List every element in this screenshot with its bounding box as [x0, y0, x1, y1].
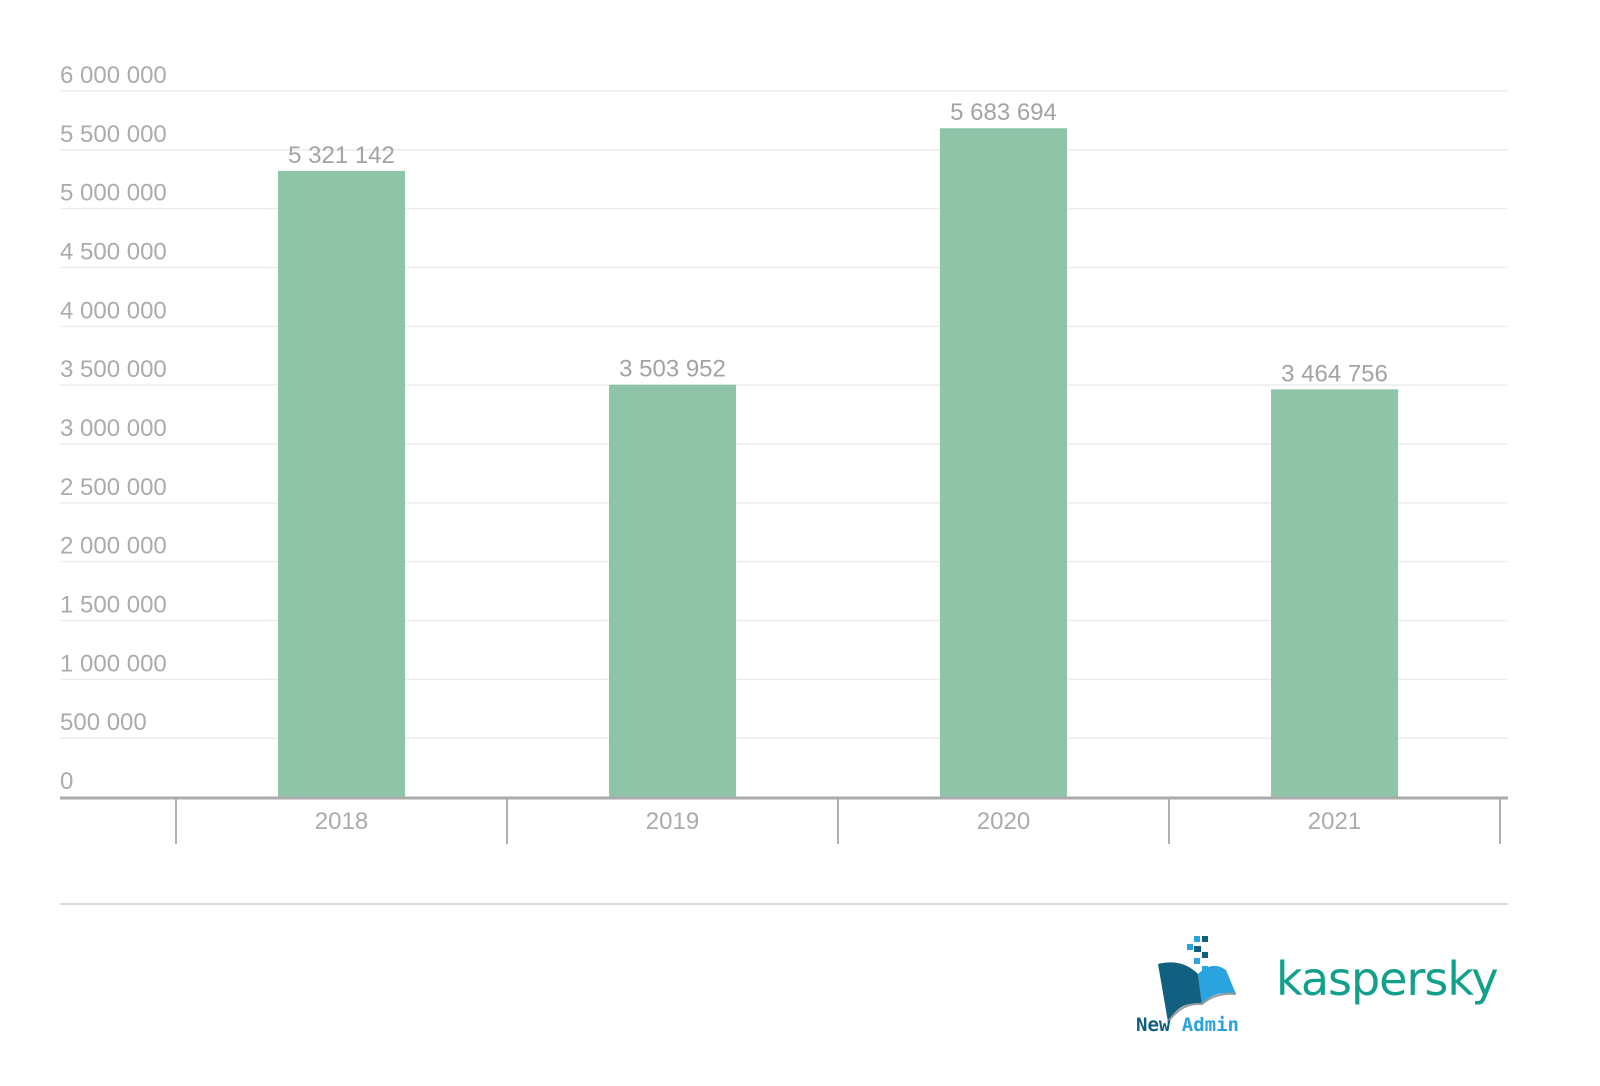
y-tick-label: 5 500 000 — [60, 121, 167, 148]
x-tick-label: 2020 — [977, 808, 1030, 835]
bar-2019 — [609, 384, 736, 797]
x-tick-label: 2021 — [1308, 808, 1361, 835]
data-label: 3 503 952 — [619, 356, 726, 383]
x-tick-label: 2019 — [646, 808, 699, 835]
x-tick-label: 2018 — [315, 808, 368, 835]
y-tick-label: 3 500 000 — [60, 356, 167, 383]
bar-2020 — [940, 128, 1067, 797]
data-label: 3 464 756 — [1281, 360, 1388, 387]
logo-new: New — [1136, 1014, 1171, 1036]
bar-2021 — [1271, 389, 1398, 797]
y-tick-label: 2 500 000 — [60, 474, 167, 501]
y-tick-label: 0 — [60, 768, 73, 795]
data-label: 5 321 142 — [288, 142, 395, 169]
y-tick-label: 4 500 000 — [60, 239, 167, 266]
y-axis-ticks: 0 500 000 1 000 000 1 500 000 2 000 000 2 500… — [60, 62, 167, 795]
new-admin-logo-text: New Admin — [1136, 1014, 1239, 1036]
x-axis: 2018 2019 2020 2021 — [60, 796, 1508, 844]
bars: 5 321 142 3 503 952 5 683 694 3 464 756 — [278, 99, 1398, 797]
y-tick-label: 6 000 000 — [60, 62, 167, 89]
y-tick-label: 4 000 000 — [60, 297, 167, 324]
kaspersky-logo: kaspersky — [1276, 952, 1499, 1006]
y-tick-label: 5 000 000 — [60, 180, 167, 207]
y-tick-label: 3 000 000 — [60, 415, 167, 442]
y-tick-label: 1 000 000 — [60, 650, 167, 677]
bar-2018 — [278, 170, 405, 797]
data-label: 5 683 694 — [950, 99, 1057, 126]
new-admin-logo-icon — [1158, 936, 1237, 1023]
y-tick-label: 1 500 000 — [60, 592, 167, 619]
y-tick-label: 2 000 000 — [60, 533, 167, 560]
logo-admin: Admin — [1181, 1014, 1239, 1036]
y-tick-label: 500 000 — [60, 709, 147, 736]
